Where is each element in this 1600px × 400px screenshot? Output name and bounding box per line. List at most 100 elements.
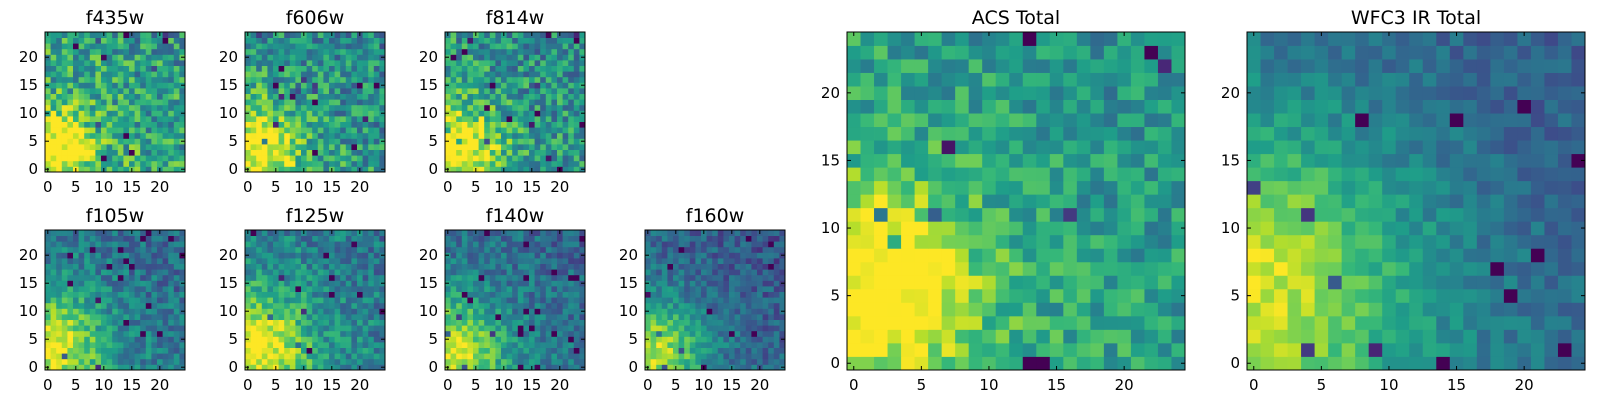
heatmap-cell bbox=[151, 235, 158, 242]
heatmap-cell bbox=[695, 319, 702, 326]
heatmap-cell bbox=[317, 330, 324, 337]
heatmap-cell bbox=[162, 364, 169, 371]
heatmap-cell bbox=[456, 235, 463, 242]
heatmap-cell bbox=[323, 121, 330, 128]
heatmap-cell bbox=[284, 274, 291, 281]
heatmap-cell bbox=[579, 325, 586, 332]
heatmap-cell bbox=[95, 54, 102, 61]
heatmap-cell bbox=[89, 82, 96, 89]
heatmap-cell bbox=[545, 291, 552, 298]
heatmap-cell bbox=[151, 132, 158, 139]
heatmap-cell bbox=[245, 353, 251, 360]
heatmap-cell bbox=[1076, 261, 1091, 276]
heatmap-cell bbox=[695, 235, 702, 242]
x-tick-label: 5 bbox=[271, 178, 281, 196]
heatmap-cell bbox=[295, 241, 302, 248]
heatmap-cell bbox=[345, 149, 352, 156]
heatmap-cell bbox=[955, 302, 970, 317]
heatmap-cell bbox=[334, 258, 341, 264]
heatmap-cell bbox=[45, 121, 51, 128]
heatmap-cell bbox=[1022, 342, 1037, 357]
heatmap-cell bbox=[495, 65, 502, 72]
heatmap-cell bbox=[706, 258, 713, 264]
heatmap-cell bbox=[484, 314, 491, 320]
heatmap-cell bbox=[757, 336, 763, 343]
heatmap-cell bbox=[467, 48, 474, 55]
heatmap-cell bbox=[284, 132, 291, 139]
heatmap-cell bbox=[729, 302, 735, 309]
heatmap-cell bbox=[289, 364, 296, 371]
heatmap-cell bbox=[334, 269, 341, 276]
heatmap-cell bbox=[562, 336, 569, 343]
heatmap-cell bbox=[345, 274, 352, 281]
heatmap-cell bbox=[456, 155, 463, 162]
heatmap-cell bbox=[545, 286, 552, 292]
heatmap-cell bbox=[667, 269, 674, 276]
heatmap-cell bbox=[295, 32, 302, 38]
heatmap-cell bbox=[289, 325, 296, 332]
heatmap-cell bbox=[140, 297, 147, 304]
heatmap-cell bbox=[373, 155, 380, 162]
heatmap-cell bbox=[250, 116, 257, 122]
heatmap-cell bbox=[689, 297, 696, 304]
heatmap-cell bbox=[568, 138, 575, 145]
heatmap-cell bbox=[445, 314, 451, 320]
heatmap-cell bbox=[517, 252, 524, 259]
heatmap-cell bbox=[534, 32, 541, 38]
heatmap-cell bbox=[645, 358, 651, 365]
heatmap-cell bbox=[517, 364, 524, 371]
heatmap-cell bbox=[684, 364, 691, 371]
heatmap-cell bbox=[289, 297, 296, 304]
heatmap-cell bbox=[112, 71, 119, 78]
heatmap-cell bbox=[278, 364, 285, 371]
heatmap-cell bbox=[450, 116, 457, 122]
heatmap-cell bbox=[61, 149, 68, 156]
heatmap-cell bbox=[267, 274, 274, 281]
heatmap-cell bbox=[373, 297, 380, 304]
heatmap-cell bbox=[329, 297, 335, 304]
heatmap-cell bbox=[456, 336, 463, 343]
heatmap-cell bbox=[379, 155, 386, 162]
heatmap-cell bbox=[112, 127, 119, 134]
heatmap-cell bbox=[467, 364, 474, 371]
heatmap-cell bbox=[579, 104, 586, 111]
heatmap-cell bbox=[656, 291, 663, 298]
heatmap-cell bbox=[145, 246, 152, 253]
heatmap-cell bbox=[112, 93, 119, 100]
heatmap-cell bbox=[501, 252, 507, 259]
heatmap-cell bbox=[495, 314, 502, 320]
heatmap-cell bbox=[684, 280, 691, 287]
heatmap-cell bbox=[523, 166, 530, 173]
heatmap-cell bbox=[145, 93, 152, 100]
heatmap-cell bbox=[751, 263, 758, 270]
heatmap-cell bbox=[250, 76, 257, 83]
heatmap-cell bbox=[334, 241, 341, 248]
heatmap-cell bbox=[162, 314, 169, 320]
heatmap-cell bbox=[512, 32, 519, 38]
heatmap-cell bbox=[562, 364, 569, 371]
heatmap-cell bbox=[273, 65, 279, 72]
heatmap-cell bbox=[1049, 288, 1064, 303]
heatmap-cell bbox=[473, 291, 479, 298]
heatmap-cell bbox=[168, 330, 175, 337]
heatmap-cell bbox=[512, 54, 519, 61]
heatmap-cell bbox=[478, 144, 485, 150]
heatmap-cell bbox=[357, 48, 363, 55]
heatmap-cell bbox=[689, 286, 696, 292]
heatmap-cell bbox=[61, 280, 68, 287]
heatmap-cell bbox=[289, 342, 296, 348]
heatmap-cell bbox=[751, 314, 758, 320]
heatmap-cell bbox=[179, 116, 186, 122]
heatmap-cell bbox=[250, 258, 257, 264]
heatmap-cell bbox=[145, 37, 152, 44]
heatmap-cell bbox=[779, 325, 786, 332]
heatmap-cell bbox=[334, 336, 341, 343]
heatmap-cell bbox=[306, 116, 313, 122]
heatmap-cell bbox=[529, 99, 535, 106]
heatmap-cell bbox=[357, 88, 363, 94]
heatmap-cell bbox=[874, 167, 888, 182]
heatmap-cell bbox=[540, 43, 547, 50]
heatmap-cell bbox=[461, 308, 468, 315]
heatmap-cell bbox=[106, 37, 113, 44]
heatmap-cell bbox=[129, 99, 135, 106]
